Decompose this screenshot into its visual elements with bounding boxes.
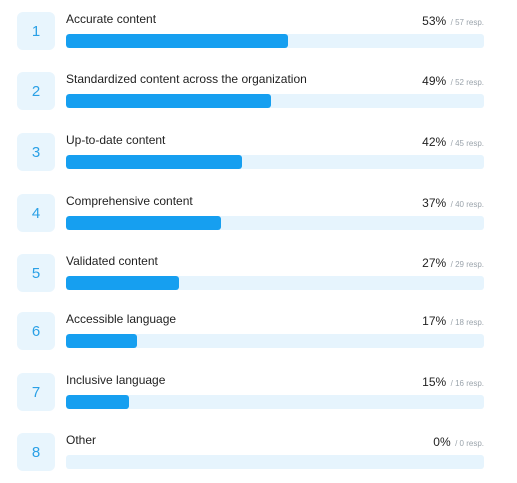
stat: 37% / 40 resp. — [422, 194, 484, 212]
percent-value: 37% — [422, 196, 447, 210]
option-label: Up-to-date content — [66, 133, 166, 147]
option-label: Standardized content across the organiza… — [66, 72, 307, 86]
response-count: / 40 resp. — [450, 200, 484, 209]
result-row: 7 Inclusive language 15% / 16 resp. — [0, 373, 517, 417]
progress-fill — [66, 276, 179, 290]
response-count: / 29 resp. — [450, 260, 484, 269]
response-count: / 52 resp. — [450, 78, 484, 87]
stat: 0% / 0 resp. — [433, 433, 484, 451]
option-label: Accessible language — [66, 312, 177, 326]
stat: 27% / 29 resp. — [422, 254, 484, 272]
stat: 49% / 52 resp. — [422, 72, 484, 90]
result-row: 2 Standardized content across the organi… — [0, 72, 517, 116]
progress-fill — [66, 334, 138, 348]
progress-track — [66, 94, 484, 108]
result-row: 4 Comprehensive content 37% / 40 resp. — [0, 194, 517, 238]
percent-value: 15% — [422, 375, 447, 389]
response-count: / 45 resp. — [450, 139, 484, 148]
percent-value: 53% — [422, 14, 447, 28]
response-count: / 18 resp. — [450, 318, 484, 327]
option-label: Comprehensive content — [66, 194, 193, 208]
percent-value: 17% — [422, 314, 447, 328]
stat: 17% / 18 resp. — [422, 312, 484, 330]
progress-track — [66, 276, 484, 290]
result-row: 1 Accurate content 53% / 57 resp. — [0, 12, 517, 56]
stat: 42% / 45 resp. — [422, 133, 484, 151]
rank-badge: 4 — [17, 194, 55, 232]
percent-value: 49% — [422, 74, 447, 88]
response-count: / 57 resp. — [450, 18, 484, 27]
response-count: / 16 resp. — [450, 379, 484, 388]
percent-value: 0% — [433, 435, 451, 449]
progress-fill — [66, 94, 271, 108]
progress-fill — [66, 216, 221, 230]
result-row: 5 Validated content 27% / 29 resp. — [0, 254, 517, 298]
rank-badge: 8 — [17, 433, 55, 471]
rank-badge: 2 — [17, 72, 55, 110]
progress-track — [66, 216, 484, 230]
rank-badge: 5 — [17, 254, 55, 292]
stat: 53% / 57 resp. — [422, 12, 484, 30]
percent-value: 42% — [422, 135, 447, 149]
progress-fill — [66, 34, 288, 48]
rank-badge: 3 — [17, 133, 55, 171]
rank-badge: 7 — [17, 373, 55, 411]
progress-track — [66, 34, 484, 48]
rank-badge: 1 — [17, 12, 55, 50]
option-label: Validated content — [66, 254, 158, 268]
option-label: Accurate content — [66, 12, 157, 26]
result-row: 3 Up-to-date content 42% / 45 resp. — [0, 133, 517, 177]
result-row: 8 Other 0% / 0 resp. — [0, 433, 517, 477]
stat: 15% / 16 resp. — [422, 373, 484, 391]
response-count: / 0 resp. — [455, 439, 484, 448]
progress-track — [66, 395, 484, 409]
rank-badge: 6 — [17, 312, 55, 350]
result-row: 6 Accessible language 17% / 18 resp. — [0, 312, 517, 356]
progress-track — [66, 155, 484, 169]
progress-fill — [66, 395, 129, 409]
progress-fill — [66, 155, 242, 169]
progress-track — [66, 334, 484, 348]
option-label: Inclusive language — [66, 373, 166, 387]
percent-value: 27% — [422, 256, 447, 270]
option-label: Other — [66, 433, 97, 447]
progress-track — [66, 455, 484, 469]
